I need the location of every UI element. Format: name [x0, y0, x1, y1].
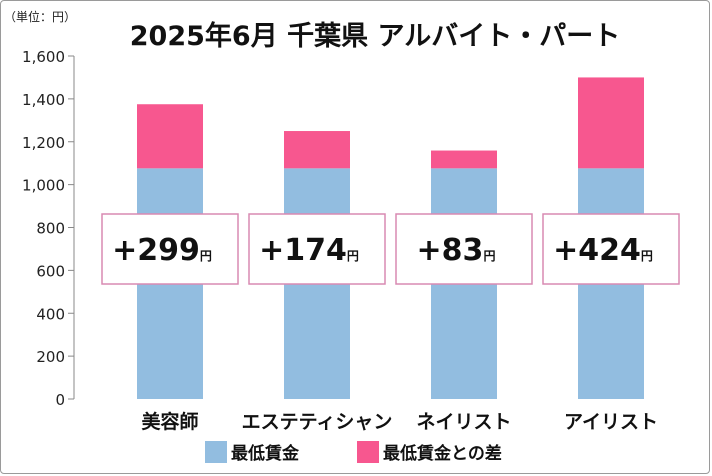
- difference-callout: +83円: [395, 213, 533, 285]
- difference-unit: 円: [483, 249, 495, 263]
- difference-number: +174: [259, 233, 347, 268]
- difference-number: +424: [553, 233, 641, 268]
- legend-swatch: [357, 441, 379, 463]
- x-axis-labels: 美容師 エステティシャン ネイリスト アイリスト: [141, 410, 658, 433]
- legend-swatch: [205, 441, 227, 463]
- y-tick-label: 0: [55, 391, 65, 409]
- y-tick-label: 1,600: [22, 48, 65, 66]
- difference-callout-box: [542, 213, 680, 285]
- difference-unit: 円: [200, 249, 212, 263]
- y-tick-label: 1,400: [22, 91, 65, 109]
- y-tick-label: 1,000: [22, 177, 65, 195]
- legend-label: 最低賃金との差: [383, 443, 502, 464]
- y-tick-label: 800: [36, 220, 65, 238]
- bar-difference: [284, 131, 350, 169]
- x-category-label: エステティシャン: [242, 411, 393, 433]
- legend: 最低賃金 最低賃金との差: [205, 441, 502, 464]
- difference-value: +424円: [553, 233, 653, 268]
- difference-callout-box: [101, 213, 239, 285]
- difference-value: +174円: [259, 233, 359, 268]
- bar-difference: [578, 77, 644, 169]
- y-tick-label: 1,200: [22, 134, 65, 152]
- bar-difference: [137, 104, 203, 169]
- difference-number: +299: [112, 233, 200, 268]
- y-tick-label: 400: [36, 305, 65, 323]
- chart-title: 2025年6月 千葉県 アルバイト・パート: [130, 20, 620, 52]
- y-tick-label: 200: [36, 348, 65, 366]
- difference-unit: 円: [641, 249, 653, 263]
- difference-callout-box: [395, 213, 533, 285]
- difference-callout: +174円: [248, 213, 386, 285]
- difference-callout: +299円: [101, 213, 239, 285]
- y-tick-label: 600: [36, 262, 65, 280]
- y-axis: 0 200 400 600 800 1,000 1,200 1,400 1,600: [22, 48, 75, 409]
- difference-unit: 円: [347, 249, 359, 263]
- difference-callout: +424円: [542, 213, 680, 285]
- bar-difference: [431, 150, 497, 169]
- x-category-label: アイリスト: [564, 411, 658, 433]
- x-category-label: 美容師: [141, 410, 198, 433]
- difference-value: +83円: [417, 233, 496, 268]
- x-category-label: ネイリスト: [416, 411, 511, 433]
- difference-callout-box: [248, 213, 386, 285]
- legend-label: 最低賃金: [231, 443, 300, 464]
- difference-value: +299円: [112, 233, 212, 268]
- unit-label: （単位：円）: [4, 9, 76, 24]
- difference-number: +83: [417, 233, 484, 268]
- difference-labels: +299円 +174円 +83円 +424円: [101, 213, 680, 285]
